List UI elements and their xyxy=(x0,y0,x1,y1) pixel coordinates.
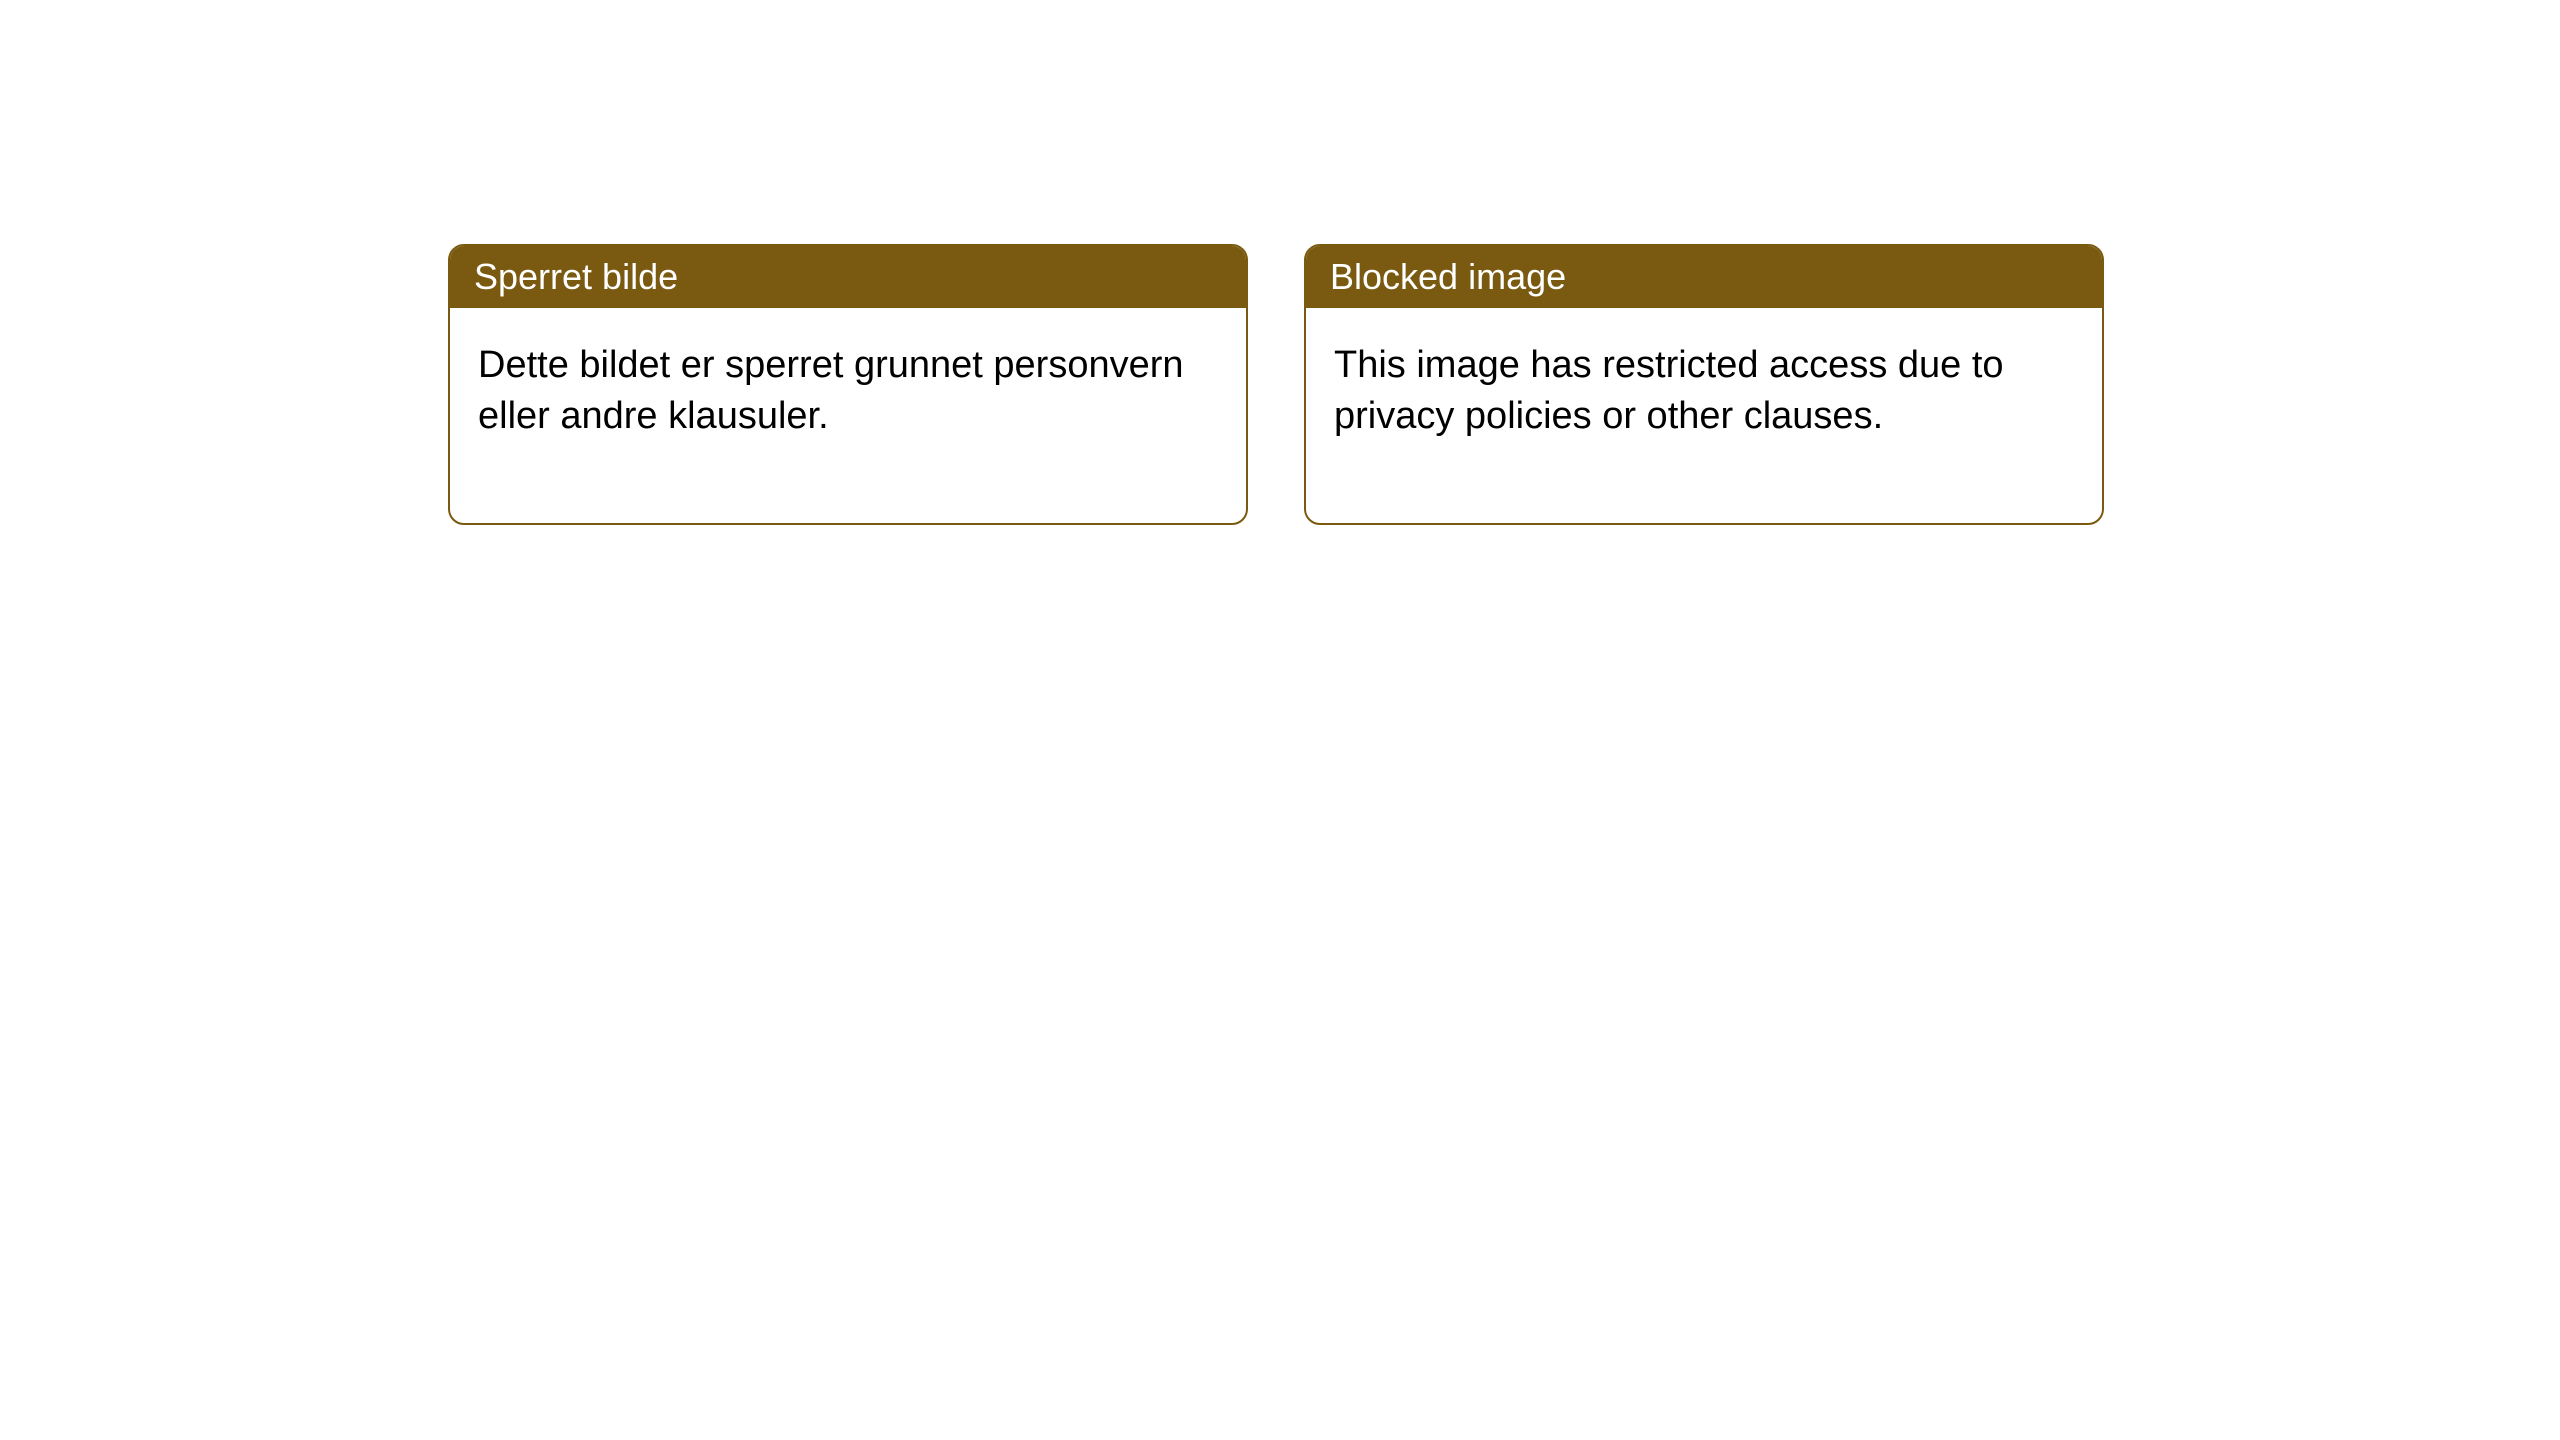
card-header: Sperret bilde xyxy=(450,246,1246,308)
card-header-text: Sperret bilde xyxy=(474,256,678,297)
card-header: Blocked image xyxy=(1306,246,2102,308)
notice-container: Sperret bilde Dette bildet er sperret gr… xyxy=(0,0,2560,525)
card-header-text: Blocked image xyxy=(1330,256,1566,297)
card-body-text: This image has restricted access due to … xyxy=(1334,344,2004,437)
notice-card-english: Blocked image This image has restricted … xyxy=(1304,244,2104,525)
card-body-text: Dette bildet er sperret grunnet personve… xyxy=(478,344,1184,437)
notice-card-norwegian: Sperret bilde Dette bildet er sperret gr… xyxy=(448,244,1248,525)
card-body: Dette bildet er sperret grunnet personve… xyxy=(450,308,1246,523)
card-body: This image has restricted access due to … xyxy=(1306,308,2102,523)
